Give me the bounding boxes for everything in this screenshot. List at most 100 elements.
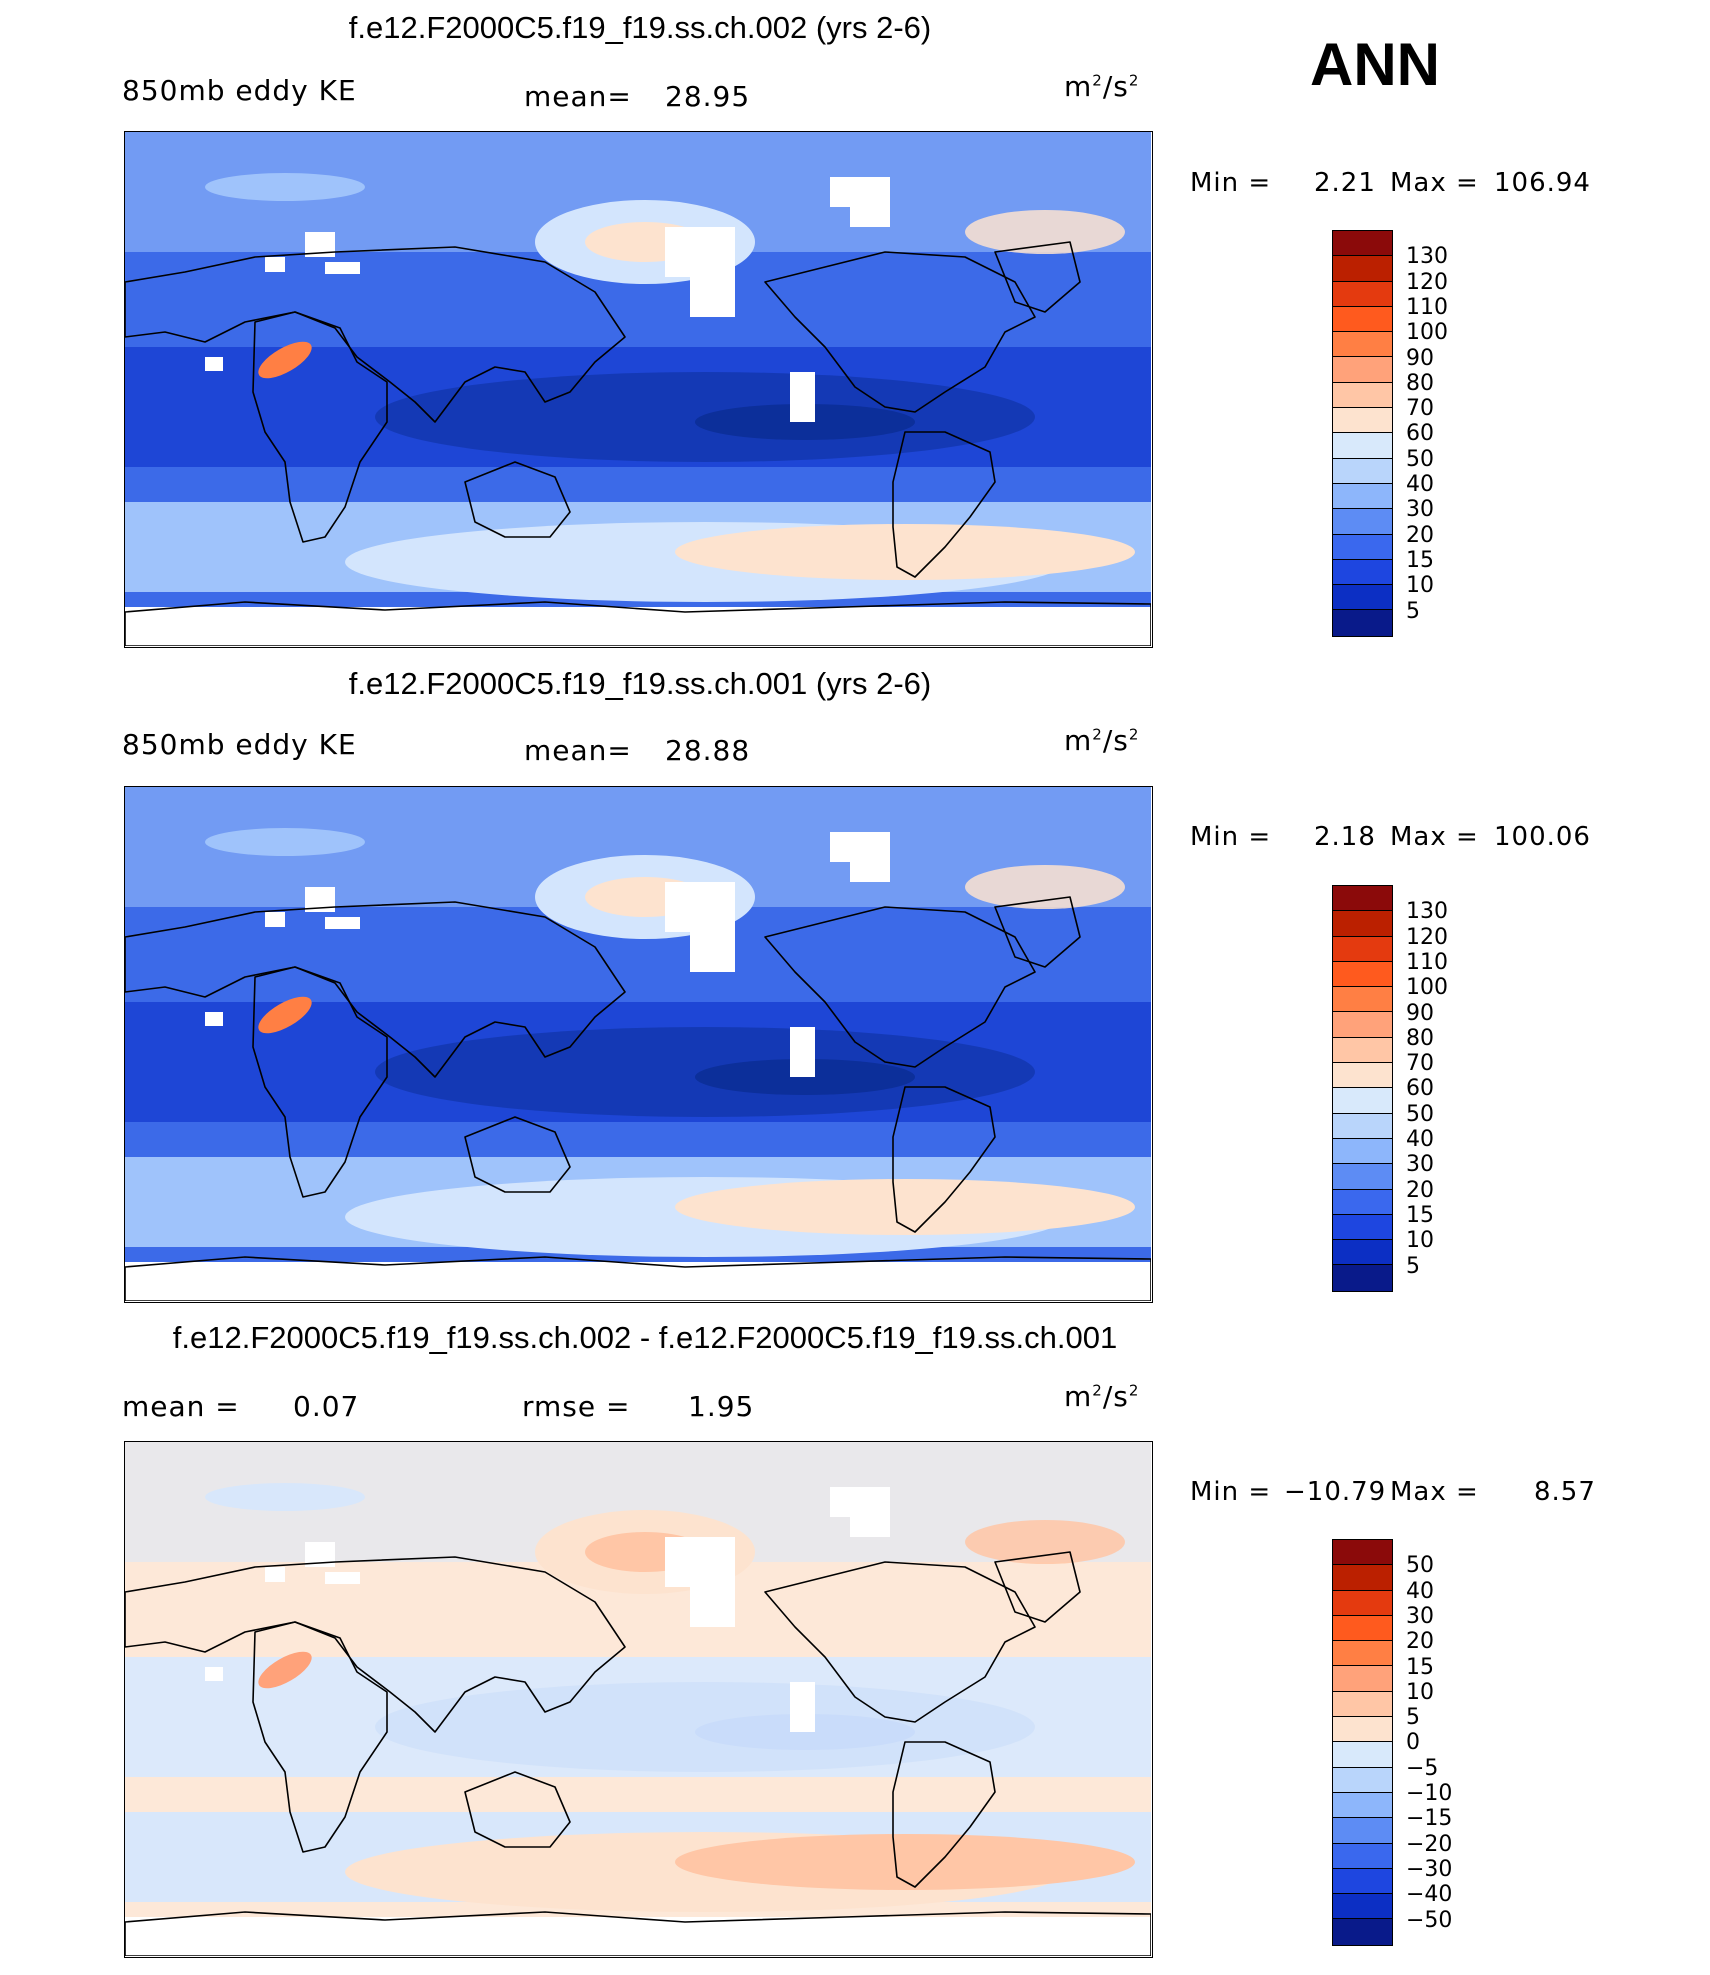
colorbar-tick-label: 20 — [1406, 1177, 1434, 1203]
colorbar-swatch — [1333, 1818, 1392, 1844]
colorbar-tick-label: 15 — [1406, 1202, 1434, 1228]
colorbar-swatch — [1333, 1615, 1392, 1642]
colorbar-swatch — [1333, 1138, 1392, 1165]
panel-3-units: m2/s2 — [1064, 1380, 1140, 1413]
panel-2-max-value: 100.06 — [1494, 822, 1591, 852]
colorbar-swatch — [1333, 961, 1392, 988]
colorbar-swatch — [1333, 534, 1392, 560]
colorbar-swatch — [1333, 1666, 1392, 1692]
panel-3-min-value: −10.79 — [1284, 1477, 1387, 1507]
panel-1-variable-label: 850mb eddy KE — [122, 74, 357, 107]
colorbar-swatch — [1333, 1868, 1392, 1895]
colorbar-tick-label: 10 — [1406, 573, 1434, 599]
colorbar-swatch — [1333, 483, 1392, 510]
panel-3-title: f.e12.F2000C5.f19_f19.ss.ch.002 - f.e12.… — [172, 1320, 1118, 1355]
colorbar-tick-label: 120 — [1406, 269, 1448, 295]
panel-2-title: f.e12.F2000C5.f19_f19.ss.ch.001 (yrs 2-6… — [348, 666, 932, 701]
colorbar-swatch — [1333, 256, 1392, 282]
colorbar-swatch — [1333, 1164, 1392, 1190]
colorbar-swatch — [1333, 559, 1392, 586]
panel-3-max-value: 8.57 — [1534, 1477, 1596, 1507]
colorbar-swatch — [1333, 1590, 1392, 1616]
colorbar-swatch — [1333, 1767, 1392, 1793]
colorbar-tick-label: 30 — [1406, 1603, 1434, 1629]
colorbar-swatch — [1333, 1742, 1392, 1768]
colorbar-tick-label: 100 — [1406, 320, 1448, 346]
colorbar-swatch — [1333, 1088, 1392, 1114]
season-label: ANN — [1310, 31, 1440, 98]
colorbar-swatch — [1333, 1037, 1392, 1064]
colorbar-swatch — [1333, 458, 1392, 484]
colorbar-tick-label: 90 — [1406, 1000, 1434, 1026]
colorbar-tick-label: 20 — [1406, 522, 1434, 548]
colorbar-swatch — [1333, 1540, 1392, 1566]
panel-1-max-value: 106.94 — [1494, 168, 1591, 198]
colorbar-tick-label: 40 — [1406, 1127, 1434, 1152]
colorbar-tick-label: 40 — [1406, 472, 1434, 497]
colorbar-swatch — [1333, 306, 1392, 333]
colorbar-swatch — [1333, 509, 1392, 535]
colorbar-tick-label: 50 — [1406, 1553, 1434, 1579]
colorbar-swatch — [1333, 886, 1392, 912]
panel-2-min-value: 2.18 — [1314, 822, 1376, 852]
panel-1-map — [124, 131, 1153, 648]
colorbar-tick-label: 80 — [1406, 1025, 1434, 1051]
colorbar-tick-label: −15 — [1406, 1806, 1453, 1832]
panel-2-mean-value: 28.88 — [665, 734, 751, 767]
colorbar-tick-label: −10 — [1406, 1781, 1453, 1806]
colorbar-tick-label: 130 — [1406, 244, 1448, 270]
colorbar-tick-label: 70 — [1406, 396, 1434, 422]
colorbar-tick-label: 130 — [1406, 899, 1448, 925]
colorbar-swatch — [1333, 231, 1392, 257]
panel-3-max-label: Max = — [1390, 1477, 1479, 1507]
colorbar-tick-label: 100 — [1406, 975, 1448, 1001]
colorbar-swatch — [1333, 332, 1392, 358]
colorbar-swatch — [1333, 1189, 1392, 1215]
colorbar-tick-label: −20 — [1406, 1831, 1453, 1857]
panel-2-max-label: Max = — [1390, 822, 1479, 852]
colorbar-swatch — [1333, 1113, 1392, 1139]
colorbar-swatch — [1333, 1265, 1392, 1291]
colorbar-swatch — [1333, 1012, 1392, 1038]
colorbar-swatch — [1333, 911, 1392, 937]
panel-2-mean-label: mean= — [524, 734, 632, 767]
colorbar-swatch — [1333, 1214, 1392, 1241]
panel-3-mean-value: 0.07 — [293, 1390, 360, 1423]
colorbar-tick-label: 15 — [1406, 1654, 1434, 1680]
colorbar-tick-label: 90 — [1406, 345, 1434, 371]
colorbar-swatch — [1333, 1919, 1392, 1945]
colorbar-swatch — [1333, 1792, 1392, 1819]
panel-2-units: m2/s2 — [1064, 724, 1140, 757]
colorbar-tick-label: 50 — [1406, 446, 1434, 472]
colorbar-tick-label: 5 — [1406, 1253, 1420, 1279]
colorbar-swatches — [1332, 230, 1393, 637]
colorbar-swatch — [1333, 408, 1392, 434]
colorbar-swatch — [1333, 433, 1392, 459]
colorbar-tick-label: 110 — [1406, 949, 1448, 975]
colorbar-tick-label: 70 — [1406, 1051, 1434, 1077]
panel-3-rmse-value: 1.95 — [688, 1390, 755, 1423]
panel-2-min-label: Min = — [1190, 822, 1272, 852]
colorbar-swatch — [1333, 1063, 1392, 1089]
colorbar-tick-label: 40 — [1406, 1578, 1434, 1604]
colorbar-tick-label: 80 — [1406, 370, 1434, 396]
colorbar-swatch — [1333, 610, 1392, 636]
colorbar-swatch — [1333, 1691, 1392, 1718]
colorbar-tick-label: 60 — [1406, 1076, 1434, 1102]
panel-1-min-value: 2.21 — [1314, 168, 1376, 198]
panel-1-title: f.e12.F2000C5.f19_f19.ss.ch.002 (yrs 2-6… — [348, 10, 932, 45]
colorbar-tick-label: 120 — [1406, 924, 1448, 950]
panel-3-mean-label: mean = — [122, 1390, 240, 1423]
panel-1-min-label: Min = — [1190, 168, 1272, 198]
panel-1-mean-value: 28.95 — [665, 80, 751, 113]
colorbar-tick-label: 5 — [1406, 1705, 1420, 1731]
panel-1-max-label: Max = — [1390, 168, 1479, 198]
colorbar-swatch — [1333, 357, 1392, 383]
colorbar-tick-label: 0 — [1406, 1730, 1420, 1756]
colorbar-swatch — [1333, 936, 1392, 962]
colorbar-tick-label: 20 — [1406, 1629, 1434, 1655]
colorbar-swatch — [1333, 1843, 1392, 1869]
panel-3-rmse-label: rmse = — [522, 1390, 631, 1423]
colorbar-tick-label: 30 — [1406, 1152, 1434, 1178]
colorbar-tick-label: 50 — [1406, 1101, 1434, 1127]
